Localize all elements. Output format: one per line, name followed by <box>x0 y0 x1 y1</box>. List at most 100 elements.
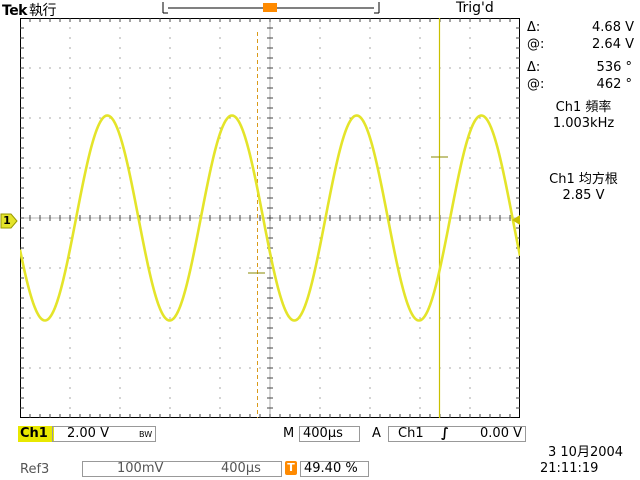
grid-dot <box>119 277 121 279</box>
grid-dot <box>159 367 161 369</box>
grid-dot <box>179 117 181 119</box>
grid-dot <box>319 307 321 309</box>
grid-dot <box>189 117 191 119</box>
grid-dot <box>289 267 291 269</box>
grid-dot <box>219 377 221 379</box>
grid-dot <box>159 167 161 169</box>
grid-dot <box>89 367 91 369</box>
grid-dot <box>469 87 471 89</box>
grid-dot <box>379 167 381 169</box>
grid-dot <box>79 117 81 119</box>
grid-dot <box>419 177 421 179</box>
grid-dot <box>179 317 181 319</box>
grid-dot <box>179 67 181 69</box>
grid-dot <box>319 237 321 239</box>
grid-dot <box>489 317 491 319</box>
grid-dot <box>119 247 121 249</box>
grid-dot <box>139 117 141 119</box>
grid-dot <box>219 407 221 409</box>
grid-dot <box>119 47 121 49</box>
grid-dot <box>119 37 121 39</box>
grid-dot <box>389 67 391 69</box>
grid-dot <box>469 207 471 209</box>
grid-dot <box>119 397 121 399</box>
grid-dot <box>419 257 421 259</box>
grid-dot <box>169 197 171 199</box>
grid-dot <box>169 57 171 59</box>
bandwidth-limit-icon: BW <box>139 430 153 439</box>
grid-dot <box>369 57 371 59</box>
grid-dot <box>319 407 321 409</box>
grid-dot <box>219 207 221 209</box>
grid-dot <box>169 397 171 399</box>
grid-dot <box>169 117 171 119</box>
grid-dot <box>319 127 321 129</box>
grid-dot <box>49 67 51 69</box>
grid-dot <box>369 207 371 209</box>
reference-settings-box[interactable]: 100mV 400µs <box>82 461 282 477</box>
grid-dot <box>419 167 421 169</box>
trigger-setting-box[interactable]: Ch1 ∫ 0.00 V <box>388 426 526 442</box>
record-position-indicator <box>162 2 380 14</box>
grid-dot <box>359 167 361 169</box>
grid-dot <box>219 397 221 399</box>
grid-dot <box>449 367 451 369</box>
grid-dot <box>229 117 231 119</box>
at-volt-value: 2.64 V <box>592 37 634 52</box>
grid-dot <box>119 387 121 389</box>
grid-dot <box>69 357 71 359</box>
grid-dot <box>459 267 461 269</box>
timebase-value[interactable]: 400µs <box>299 426 360 442</box>
at-phase-row: @: 462 ° <box>527 77 640 93</box>
ch1-scale-box[interactable]: 2.00 V BW <box>52 426 156 442</box>
grid-dot <box>129 267 131 269</box>
grid-dot <box>69 257 71 259</box>
grid-dot <box>69 97 71 99</box>
grid-dot <box>369 77 371 79</box>
grid-dot <box>469 247 471 249</box>
grid-dot <box>479 367 481 369</box>
grid-dot <box>69 377 71 379</box>
ch1-ground-marker-icon[interactable] <box>0 212 18 230</box>
grid-dot <box>99 167 101 169</box>
grid-dot <box>469 347 471 349</box>
grid-dot <box>369 357 371 359</box>
grid-dot <box>169 277 171 279</box>
grid-dot <box>169 367 171 369</box>
reference-name[interactable]: Ref3 <box>20 462 50 477</box>
grid-dot <box>69 347 71 349</box>
grid-dot <box>59 367 61 369</box>
grid-dot <box>69 337 71 339</box>
grid-dot <box>119 117 121 119</box>
oscilloscope-screen[interactable] <box>20 18 520 418</box>
grid-dot <box>209 317 211 319</box>
trigger-position-value[interactable]: 49.40 % <box>300 461 369 477</box>
date-label: 3 10月2004 <box>548 445 624 460</box>
grid-dot <box>69 127 71 129</box>
grid-dot <box>299 267 301 269</box>
grid-dot <box>419 367 421 369</box>
grid-dot <box>169 307 171 309</box>
grid-dot <box>399 317 401 319</box>
grid-dot <box>419 237 421 239</box>
grid-dot <box>289 117 291 119</box>
trigger-level-arrow-icon[interactable] <box>512 214 520 226</box>
grid-dot <box>29 367 31 369</box>
grid-dot <box>499 167 501 169</box>
grid-dot <box>249 267 251 269</box>
delta-icon: Δ: <box>527 20 541 35</box>
grid-dot <box>89 267 91 269</box>
grid-dot <box>149 267 151 269</box>
grid-dot <box>469 337 471 339</box>
grid-dot <box>299 67 301 69</box>
grid-dot <box>69 297 71 299</box>
trigger-mode-prefix: A <box>372 426 381 441</box>
grid-dot <box>119 307 121 309</box>
grid-dot <box>339 267 341 269</box>
grid-dot <box>119 197 121 199</box>
grid-dot <box>459 367 461 369</box>
grid-dot <box>409 167 411 169</box>
grid-dot <box>179 367 181 369</box>
grid-dot <box>319 27 321 29</box>
ch1-label[interactable]: Ch1 <box>18 426 54 442</box>
